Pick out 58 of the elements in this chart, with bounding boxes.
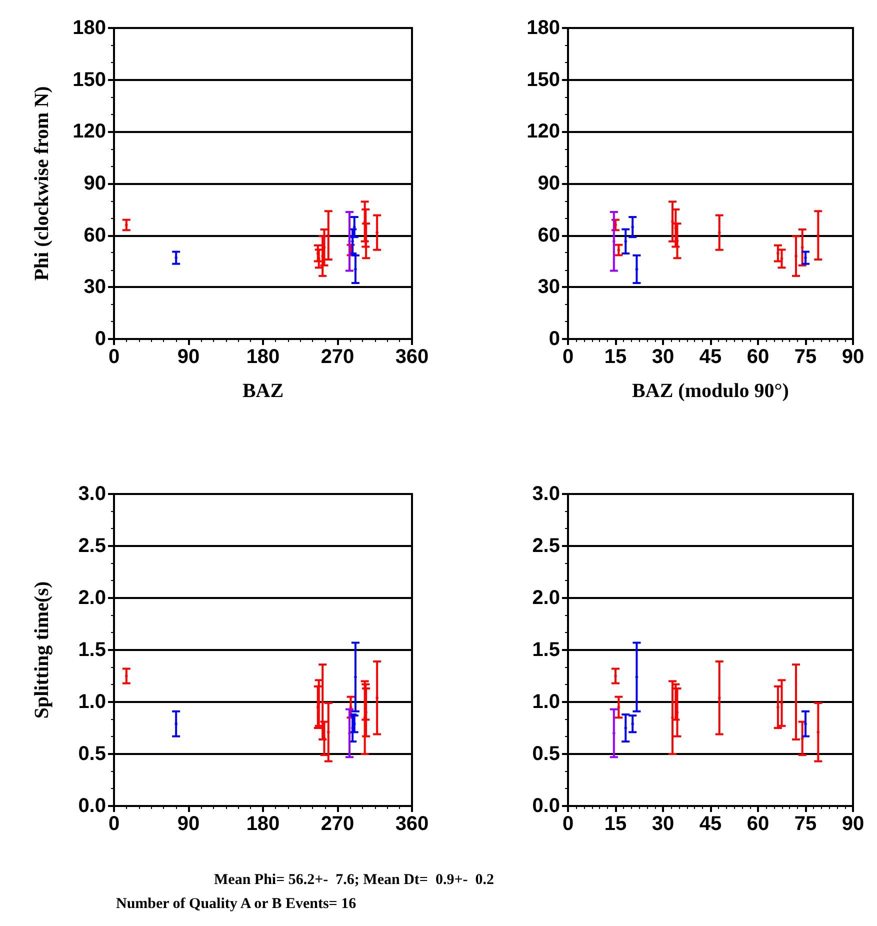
- x-tick-label: 360: [395, 813, 429, 835]
- y-tick-label: 90: [84, 172, 106, 194]
- x-tick-label: 0: [562, 346, 574, 368]
- y-tick-label: 1.5: [532, 639, 560, 661]
- y-tick-label: 1.0: [78, 691, 106, 713]
- text: Mean Phi= 56.2+- 7.6; Mean Dt= 0.9+- 0.2: [214, 872, 494, 889]
- y-tick-label: 2.0: [78, 587, 106, 609]
- x-tick-label: 90: [177, 813, 200, 835]
- x-tick-label: 60: [746, 346, 770, 368]
- x-tick-label: 15: [604, 813, 627, 835]
- x-tick-label: 270: [320, 813, 354, 835]
- y-tick-label: 2.0: [532, 587, 560, 609]
- y-tick-label: 60: [538, 224, 560, 246]
- y-tick-label: 2.5: [532, 535, 560, 557]
- x-tick-label: 30: [652, 813, 674, 835]
- y-tick-label: 120: [72, 120, 106, 143]
- y-tick-label: 1.0: [532, 691, 560, 713]
- x-tick-label: 0: [562, 813, 574, 835]
- y-tick-label: 3.0: [78, 483, 106, 505]
- x-axis-title: BAZ (modulo 90°): [632, 380, 789, 402]
- x-tick-label: 180: [246, 813, 280, 835]
- y-tick-label: 150: [72, 68, 106, 91]
- x-tick-label: 90: [177, 346, 200, 368]
- y-tick-label: 0: [94, 328, 106, 350]
- y-tick-label: 150: [526, 68, 560, 91]
- x-tick-label: 0: [108, 813, 120, 835]
- x-tick-label: 75: [794, 346, 817, 368]
- x-tick-label: 75: [794, 813, 817, 835]
- y-tick-label: 120: [526, 120, 560, 143]
- x-tick-label: 15: [604, 346, 627, 368]
- y-tick-label: 30: [84, 276, 106, 298]
- y-tick-label: 60: [84, 224, 106, 246]
- y-tick-label: 0.0: [78, 795, 106, 817]
- y-axis-title: Splitting time(s): [31, 581, 53, 719]
- x-tick-label: 180: [246, 346, 280, 368]
- x-tick-label: 0: [108, 346, 120, 368]
- x-axis-title: BAZ: [242, 380, 284, 402]
- y-tick-label: 90: [538, 172, 560, 194]
- y-tick-label: 180: [72, 17, 106, 39]
- y-tick-label: 0.5: [78, 743, 106, 765]
- y-axis-title: Phi (clockwise from N): [31, 86, 53, 281]
- y-tick-label: 0.0: [532, 795, 560, 817]
- x-tick-label: 45: [699, 813, 722, 835]
- y-tick-label: 1.5: [78, 639, 106, 661]
- text: Number of Quality A or B Events= 16: [116, 896, 356, 913]
- x-tick-label: 270: [320, 346, 354, 368]
- y-tick-label: 2.5: [78, 535, 106, 557]
- x-tick-label: 45: [699, 346, 722, 368]
- x-tick-label: 90: [842, 346, 864, 368]
- y-tick-label: 180: [526, 17, 560, 39]
- y-tick-label: 0: [548, 328, 560, 350]
- y-tick-label: 0.5: [532, 743, 560, 765]
- y-tick-label: 3.0: [532, 483, 560, 505]
- x-tick-label: 360: [395, 346, 429, 368]
- y-tick-label: 30: [538, 276, 560, 298]
- x-tick-label: 60: [746, 813, 770, 835]
- x-tick-label: 90: [842, 813, 864, 835]
- x-tick-label: 30: [652, 346, 674, 368]
